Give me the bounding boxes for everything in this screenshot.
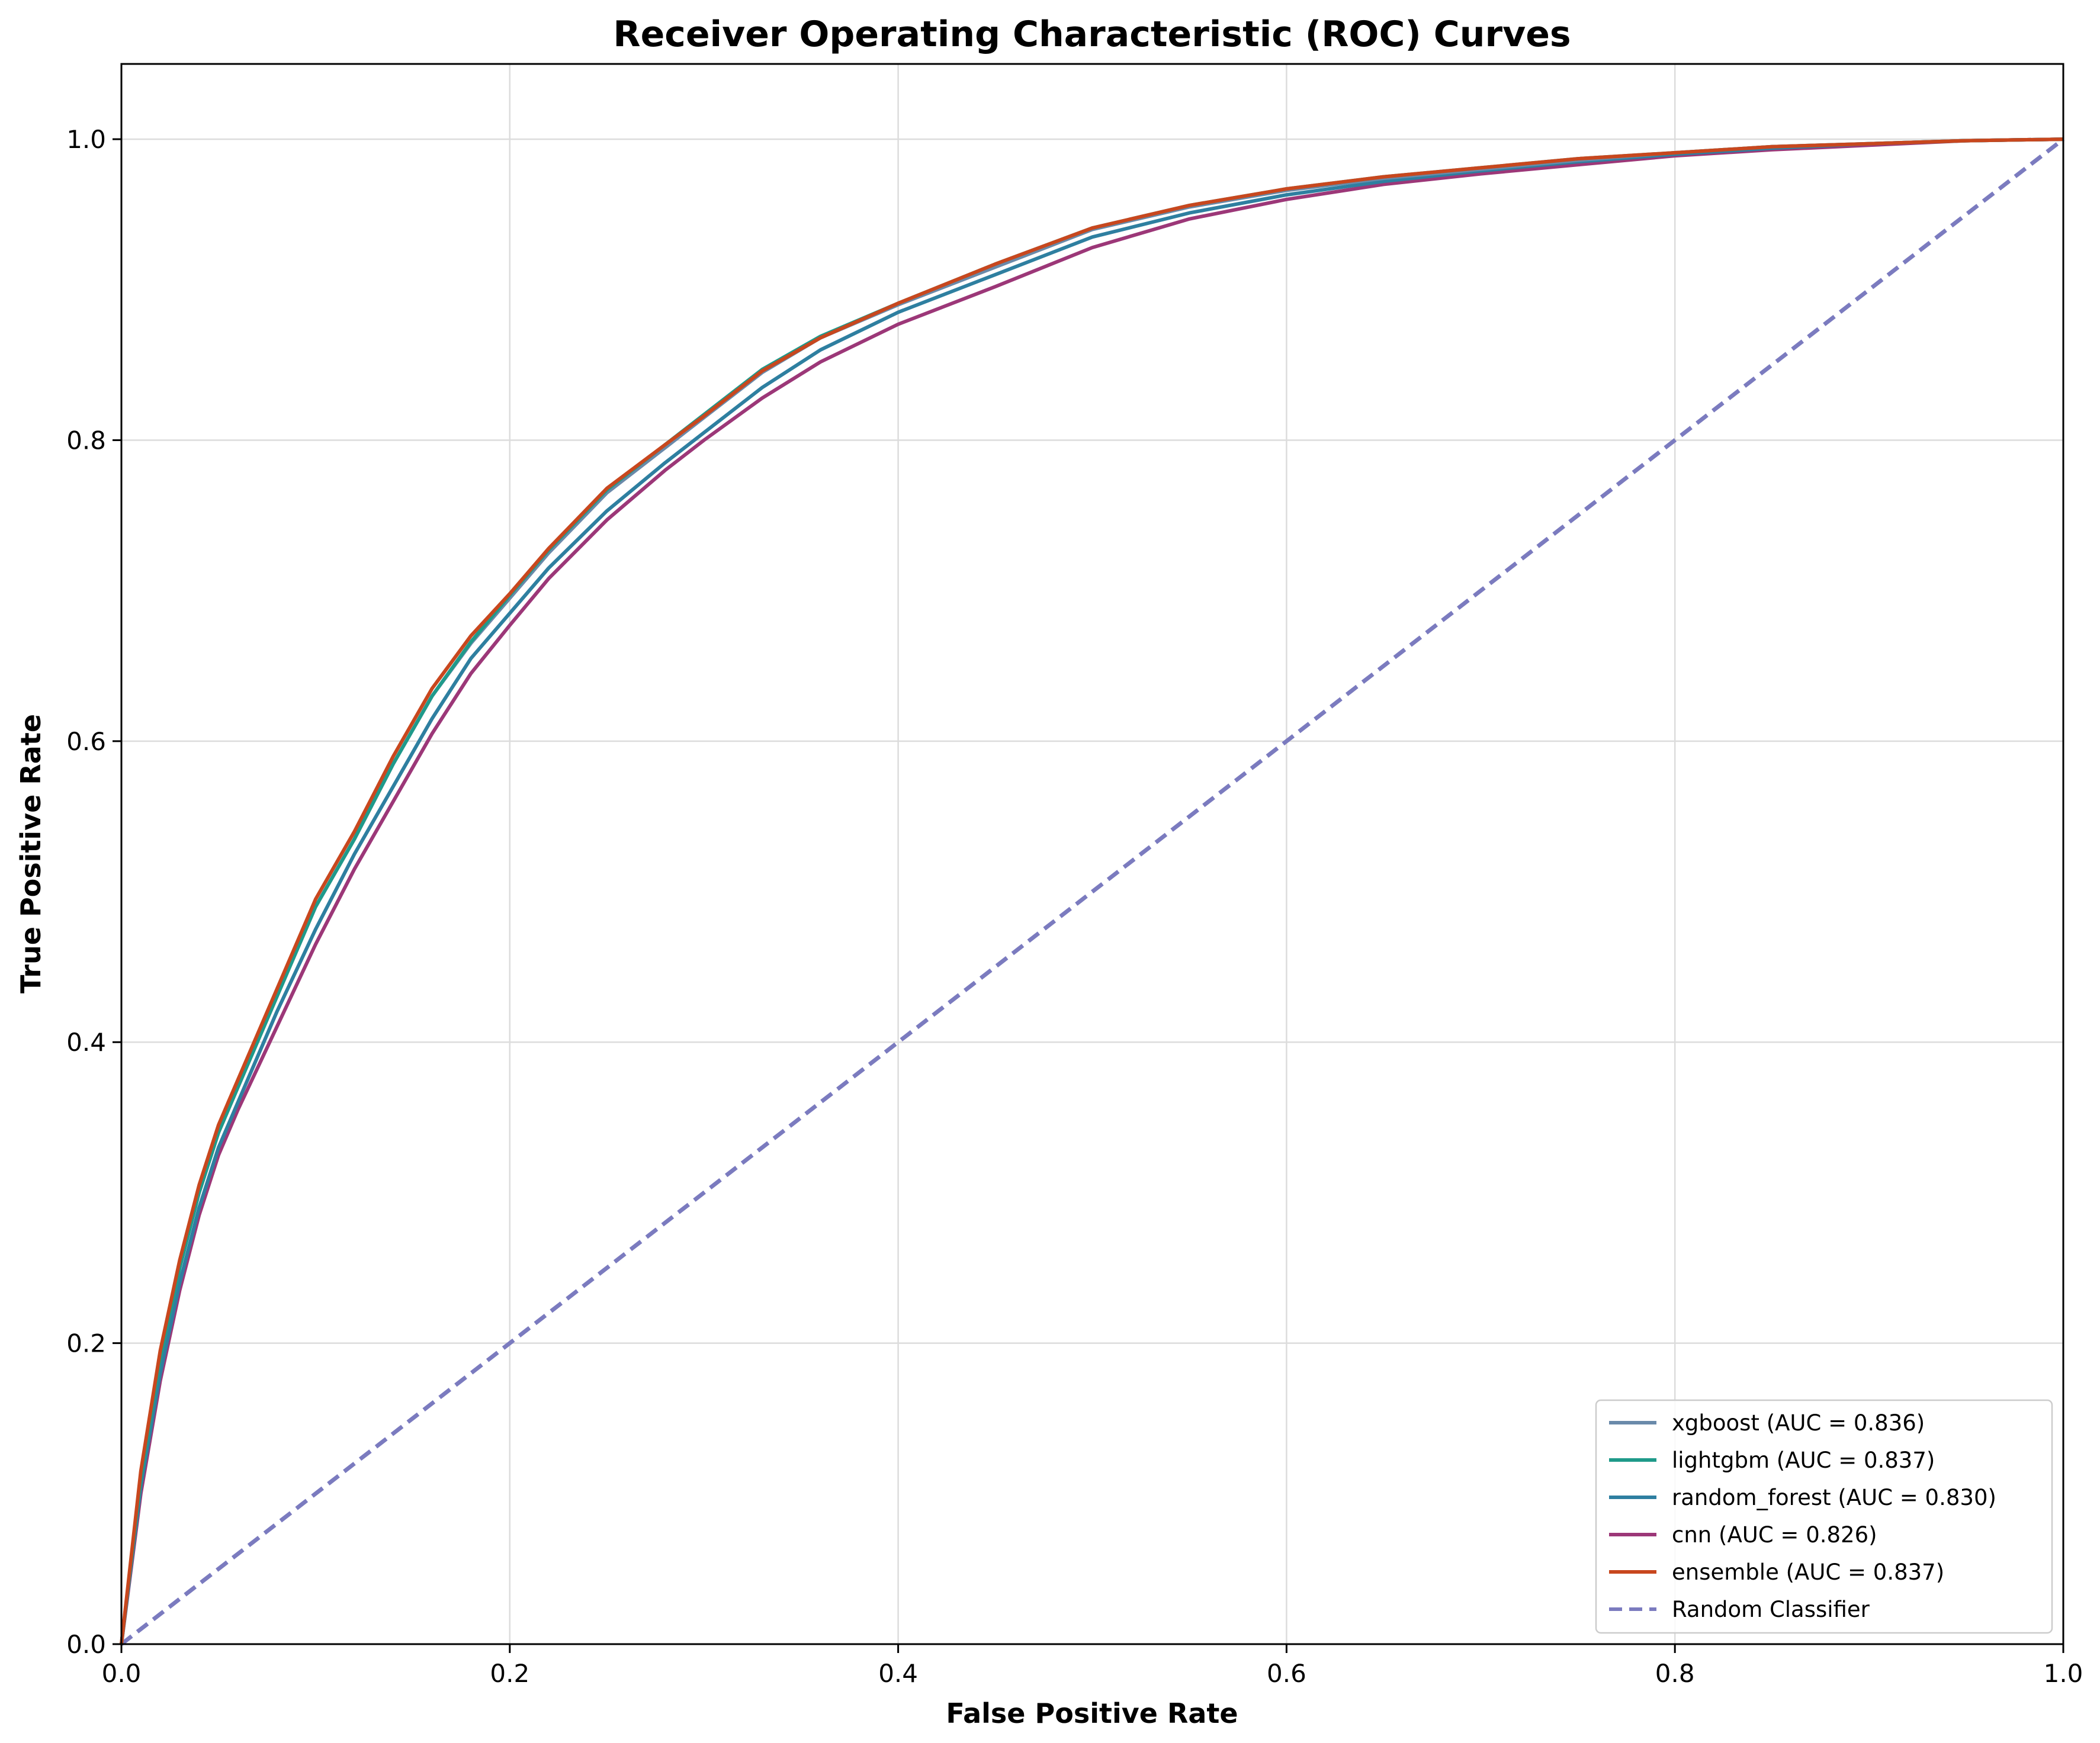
legend-label: random_forest (AUC = 0.830)	[1672, 1485, 1996, 1510]
y-tick-label: 0.0	[66, 1630, 106, 1659]
legend-label: lightgbm (AUC = 0.837)	[1672, 1448, 1935, 1473]
legend: xgboost (AUC = 0.836) lightgbm (AUC = 0.8…	[1595, 1399, 2053, 1634]
legend-label: cnn (AUC = 0.826)	[1672, 1522, 1877, 1548]
y-tick-label: 1.0	[66, 125, 106, 154]
x-tick-label: 0.0	[102, 1659, 142, 1688]
grid	[120, 64, 2064, 1645]
x-tick-label: 1.0	[2044, 1659, 2083, 1688]
x-tick-label: 0.2	[490, 1659, 529, 1688]
plot-frame	[120, 63, 2064, 1645]
x-axis-label: False Positive Rate	[946, 1697, 1238, 1729]
x-tick-label: 0.6	[1267, 1659, 1306, 1688]
y-tick-label: 0.2	[66, 1329, 106, 1358]
y-tick-label: 0.6	[66, 727, 106, 756]
series-line-4	[120, 137, 2064, 1645]
y-tick-label: 0.8	[66, 426, 106, 455]
ticks: 0.0 0.2 0.4 0.6 0.8 1.0 0.0 0.2 0.4 0.6 0.8 1.0	[66, 125, 2083, 1688]
chart-title: Receiver Operating Characteristic (ROC) …	[613, 14, 1571, 55]
legend-label: xgboost (AUC = 0.836)	[1672, 1410, 1925, 1436]
legend-box	[1595, 1399, 2053, 1634]
legend-label: ensemble (AUC = 0.837)	[1672, 1559, 1944, 1585]
y-tick-label: 0.4	[66, 1028, 106, 1057]
series-line-5	[120, 137, 2065, 1646]
y-axis-label: True Positive Rate	[15, 714, 47, 993]
x-tick-label: 0.8	[1655, 1659, 1695, 1688]
series-group	[120, 137, 2065, 1646]
legend-label: Random Classifier	[1672, 1597, 1870, 1622]
series-line-3	[120, 137, 2064, 1645]
x-tick-label: 0.4	[878, 1659, 918, 1688]
